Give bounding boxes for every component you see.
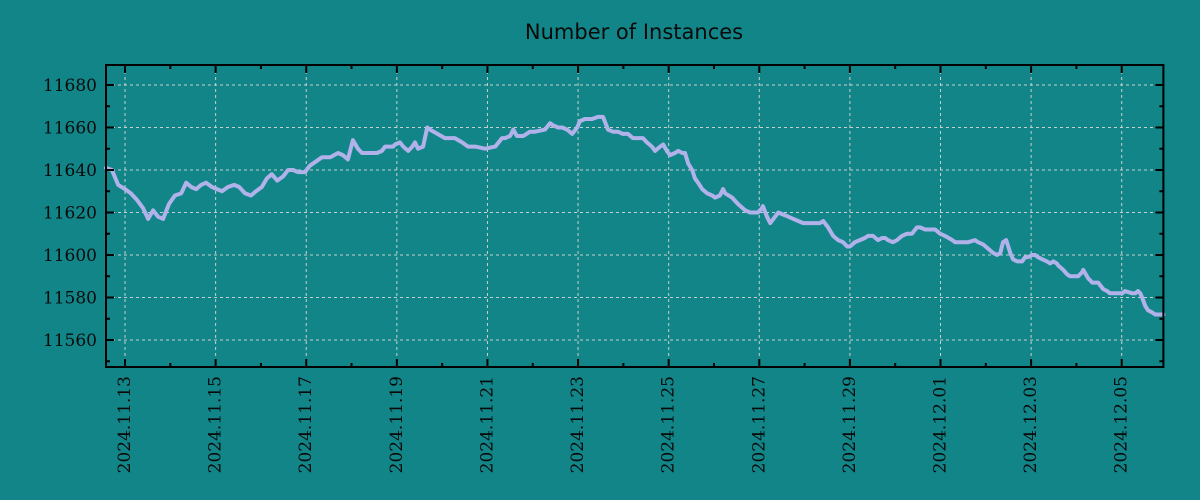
x-tick-label: 2024.11.21 [477,376,497,473]
x-tick-label: 2024.12.03 [1021,376,1041,473]
x-tick-label: 2024.11.23 [568,376,588,473]
y-tick-label: 11640 [43,161,97,181]
y-tick-label: 11560 [43,331,97,351]
x-axis-labels: 2024.11.13 2024.11.15 2024.11.17 2024.11.19… [115,376,1132,473]
x-tick-label: 2024.11.17 [296,376,316,473]
y-tick-label: 11580 [43,289,97,309]
x-tick-label: 2024.11.25 [659,376,679,473]
x-tick-label: 2024.11.19 [387,376,407,473]
y-tick-label: 11680 [43,76,97,96]
chart-title: Number of Instances [525,20,743,44]
y-tick-label: 11620 [43,203,97,223]
x-tick-label: 2024.11.29 [840,376,860,473]
x-tick-label: 2024.11.27 [749,376,769,473]
x-tick-label: 2024.12.01 [931,376,951,473]
x-tick-label: 2024.11.13 [115,376,135,473]
plot-border [105,64,1165,368]
y-tick-label: 11660 [43,118,97,138]
series-line-group [104,114,1166,317]
x-tick-label: 2024.12.05 [1112,376,1132,473]
series-line-instances [104,114,1166,317]
y-tick-label: 11600 [43,246,97,266]
x-tick-label: 2024.11.15 [206,376,226,473]
grid-lines [106,65,1164,367]
y-axis-labels: 11560 11580 11600 11620 11640 11660 11680 [43,76,97,351]
